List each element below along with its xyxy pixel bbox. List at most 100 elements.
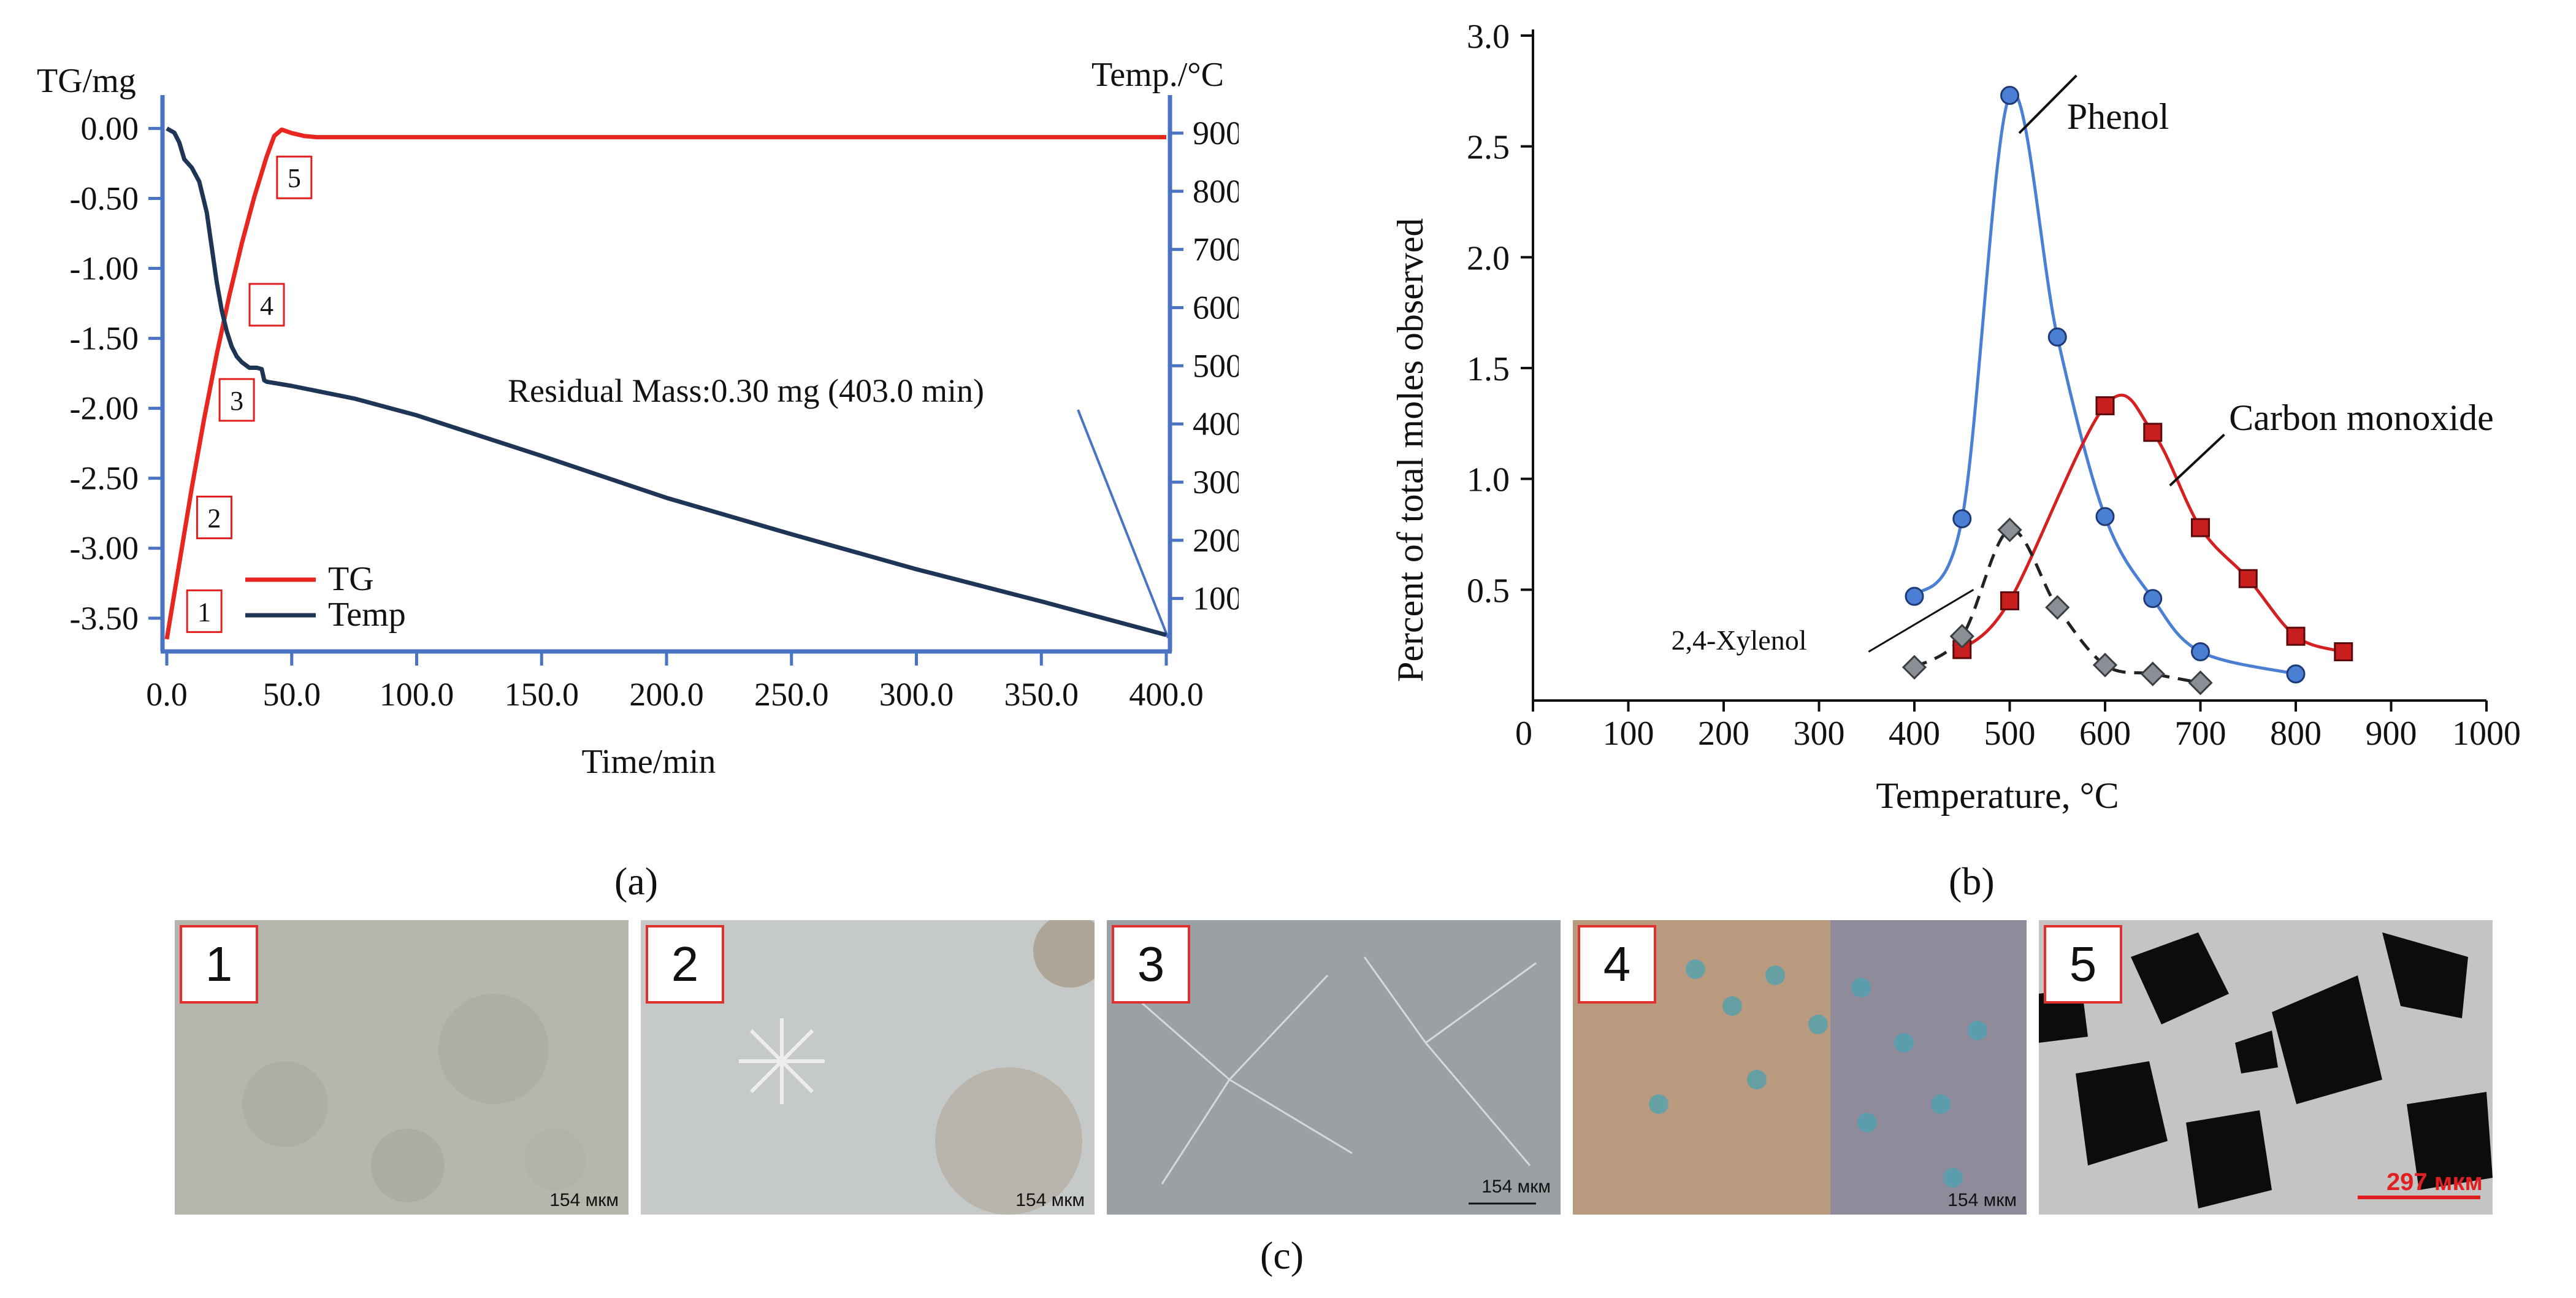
x-tick-label: 100.0 xyxy=(380,676,454,713)
micrograph-1: 1 154 мкм xyxy=(175,920,629,1215)
y-tick-label: 1.5 xyxy=(1467,350,1510,388)
y-tick-label: 2.0 xyxy=(1467,239,1510,277)
x-tick-label: 800 xyxy=(2270,715,2322,753)
x-tick-label: 400.0 xyxy=(1129,676,1204,713)
carbon-monoxide-point xyxy=(2143,423,2163,442)
x-tick-label: 50.0 xyxy=(263,676,321,713)
phenol-leader xyxy=(2018,74,2077,134)
stage-label-1: 1 xyxy=(197,597,211,627)
carbon-monoxide-point xyxy=(2000,591,2019,610)
x-tick-label: 600 xyxy=(2079,715,2131,753)
2-4-xylenol-point xyxy=(2045,595,2070,620)
xylenol-label: 2,4-Xylenol xyxy=(1671,624,1806,656)
2-4-xylenol-point xyxy=(1997,517,2022,542)
carbon-monoxide-point xyxy=(2095,396,2115,415)
phenol-point xyxy=(2000,86,2019,106)
carbon-monoxide-point xyxy=(2238,569,2258,588)
carbon-monoxide-point xyxy=(2286,626,2306,646)
phenol-point xyxy=(2143,589,2163,609)
x-tick-label: 700 xyxy=(2175,715,2226,753)
tg-tick-label: -3.00 xyxy=(70,530,139,567)
time-axis-label: Time/min xyxy=(582,743,716,781)
x-tick-label: 300.0 xyxy=(879,676,954,713)
tg-tick-label: -3.50 xyxy=(70,600,139,637)
2-4-xylenol-point xyxy=(2092,653,2118,678)
micrograph-2-label: 2 xyxy=(646,925,724,1004)
series-phenol-curve xyxy=(1913,91,2296,676)
micrograph-5: 5 297 мкм xyxy=(2039,920,2493,1215)
phenol-point xyxy=(2191,642,2210,662)
carbon-monoxide-leader xyxy=(2169,433,2225,486)
stage-box-3 xyxy=(218,378,255,422)
phenol-point xyxy=(2286,664,2306,684)
tg-temp-chart: TG/mg Temp./°C Time/min Residual Mass:0.… xyxy=(37,56,1239,781)
phenol-point xyxy=(2047,327,2067,347)
x-tick-label: 200 xyxy=(1698,715,1749,753)
y-tick-label: 2.5 xyxy=(1467,129,1510,167)
legend-temp-label: Temp xyxy=(328,596,406,634)
temp-tick-label: 800 xyxy=(1193,173,1239,210)
x-tick-label: 350.0 xyxy=(1004,676,1079,713)
tg-tick-label: -1.00 xyxy=(70,250,139,287)
temp-tick-label: 300 xyxy=(1193,464,1239,501)
x-tick-label: 150.0 xyxy=(505,676,579,713)
temp-tick-label: 100 xyxy=(1193,580,1239,617)
carbon-monoxide-label: Carbon monoxide xyxy=(2229,397,2494,438)
stage-label-4: 4 xyxy=(260,291,273,321)
y-tick-label: 1.0 xyxy=(1467,461,1510,499)
residual-mass-annotation: Residual Mass:0.30 mg (403.0 min) xyxy=(508,372,984,409)
stage-box-2 xyxy=(196,496,232,540)
micrograph-1-label: 1 xyxy=(180,925,258,1004)
phenol-label: Phenol xyxy=(2067,96,2169,137)
temp-tick-label: 700 xyxy=(1193,231,1239,268)
pyrolysis-products-chart: 3.0 2.5 2.0 1.5 1.0 0.5 0 100 200 300 400 500 600 700… xyxy=(1390,18,2521,816)
micrograph-4: 4 154 мкм xyxy=(1573,920,2027,1215)
tg-tick-label: -0.50 xyxy=(70,180,139,217)
phenol-point xyxy=(1905,586,1924,606)
micrograph-3: 3 154 мкм xyxy=(1107,920,1561,1215)
x-tick-label: 500 xyxy=(1984,715,2036,753)
x-tick-label: 0.0 xyxy=(146,676,188,713)
temp-tick-label: 400 xyxy=(1193,405,1239,442)
micrograph-2-scale: 154 мкм xyxy=(1015,1190,1085,1210)
2-4-xylenol-point xyxy=(1901,655,1927,680)
stage-box-5 xyxy=(276,155,313,199)
x-tick-label: 400 xyxy=(1889,715,1940,753)
micrograph-5-scale: 297 мкм xyxy=(2386,1169,2483,1196)
tg-tick-label: 0.00 xyxy=(81,110,139,147)
phenol-point xyxy=(2095,507,2115,526)
tg-curve xyxy=(164,127,1166,640)
x-tick-label: 250.0 xyxy=(754,676,829,713)
temp-tick-label: 900 xyxy=(1193,115,1239,152)
legend-tg-label: TG xyxy=(328,560,374,598)
temperature-axis-label: Temperature, °C xyxy=(1876,775,2119,816)
carbon-monoxide-point xyxy=(2334,642,2353,662)
temp-axis-label: Temp./°C xyxy=(1091,56,1224,94)
temp-tick-label: 200 xyxy=(1193,522,1239,559)
x-tick-label: 900 xyxy=(2366,715,2417,753)
temp-tick-label: 600 xyxy=(1193,289,1239,326)
y-tick-label: 3.0 xyxy=(1467,18,1510,56)
micrograph-4-scale: 154 мкм xyxy=(1947,1190,2017,1210)
residual-mass-leader xyxy=(1077,409,1169,639)
tg-tick-label: -2.00 xyxy=(70,390,139,427)
x-tick-label: 0 xyxy=(1515,715,1532,753)
stage-box-4 xyxy=(248,283,285,327)
stage-label-5: 5 xyxy=(288,163,301,193)
percent-moles-axis-label: Percent of total moles observed xyxy=(1390,218,1431,682)
micrograph-3-label: 3 xyxy=(1112,925,1190,1004)
x-tick-label: 300 xyxy=(1794,715,1845,753)
x-tick-label: 100 xyxy=(1603,715,1654,753)
caption-b: (b) xyxy=(1949,859,1995,903)
stage-label-2: 2 xyxy=(207,504,221,534)
y-tick-label: 0.5 xyxy=(1467,572,1510,610)
2-4-xylenol-point xyxy=(1949,624,1974,649)
caption-c: (c) xyxy=(1260,1234,1304,1277)
tg-tick-label: -1.50 xyxy=(70,320,139,357)
stage-label-3: 3 xyxy=(230,386,243,416)
xylenol-leader xyxy=(1868,589,1974,653)
carbon-monoxide-point xyxy=(2191,518,2210,537)
x-tick-label: 200.0 xyxy=(629,676,704,713)
2-4-xylenol-point xyxy=(2188,670,2213,696)
micrograph-5-label: 5 xyxy=(2044,925,2122,1004)
